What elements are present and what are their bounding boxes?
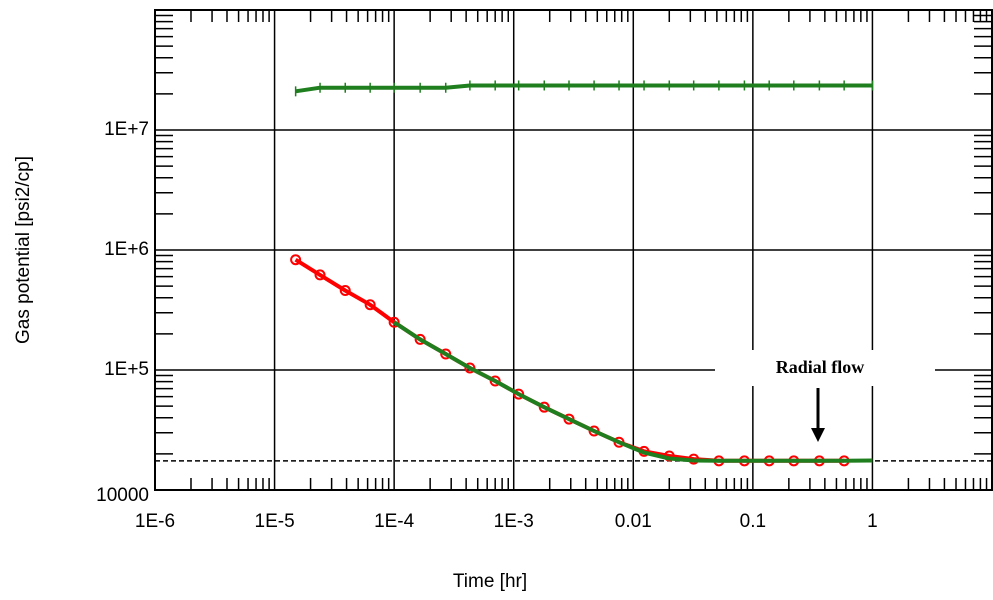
data-point [440,348,452,360]
x-tick-label: 1E-3 [494,511,534,532]
data-point [339,284,351,296]
y-tick-label: 1E+6 [104,239,149,260]
data-point [290,254,302,266]
data-point [513,388,525,400]
x-tick-label: 1 [867,511,878,532]
data-point [464,362,476,374]
y-tick-label: 1E+7 [104,119,149,140]
annotation-box [715,350,935,386]
plot-frame [154,9,993,491]
x-tick-label: 0.1 [740,511,766,532]
y-tick-label: 10000 [96,485,149,506]
x-tick-label: 0.01 [615,511,652,532]
plot: Radial flow [155,80,992,467]
series-line [392,320,873,463]
y-axis-label: Gas potential [psi2/cp] [13,156,34,344]
x-tick-label: 1E-6 [135,511,175,532]
data-point [414,333,426,345]
x-tick-label: 1E-4 [374,511,415,532]
data-point [388,316,400,328]
annotation: Radial flow [776,357,865,377]
series-line [295,83,873,94]
data-point [314,269,326,281]
x-axis-label: Time [hr] [453,571,527,592]
x-tick-label: 1E-5 [255,511,295,532]
annotation-arrowhead [811,428,825,442]
y-tick-label: 1E+5 [104,359,149,380]
data-point [489,375,501,387]
data-point [364,299,376,311]
